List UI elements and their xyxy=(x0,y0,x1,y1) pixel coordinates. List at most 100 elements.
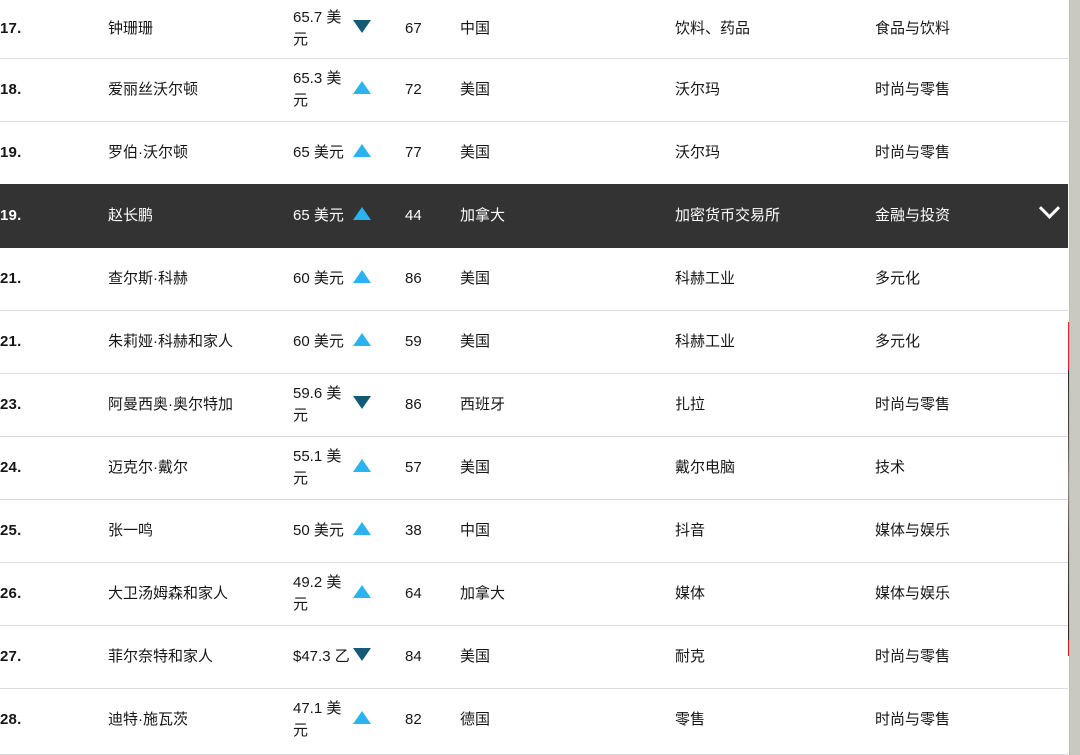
source-cell: 加密货币交易所 xyxy=(675,183,875,247)
table-row[interactable]: 24. 迈克尔·戴尔 55.1 美元 57 美国 戴尔电脑 技术 xyxy=(0,435,1068,499)
table-row[interactable]: 23. 阿曼西奥·奥尔特加 59.6 美元 86 西班牙 扎拉 时尚与零售 xyxy=(0,372,1068,436)
chevron-down-icon[interactable] xyxy=(1038,197,1060,219)
name-cell[interactable]: 爱丽丝沃尔顿 xyxy=(108,57,293,121)
age-cell: 57 xyxy=(405,435,460,499)
table-row[interactable]: 26. 大卫汤姆森和家人 49.2 美元 64 加拿大 媒体 媒体与娱乐 xyxy=(0,561,1068,625)
source-cell: 科赫工业 xyxy=(675,309,875,373)
industry-cell: 技术 xyxy=(875,435,1030,499)
name-cell[interactable]: 罗伯·沃尔顿 xyxy=(108,120,293,184)
change-indicator-cell xyxy=(353,309,405,373)
age-cell: 86 xyxy=(405,372,460,436)
source-cell: 沃尔玛 xyxy=(675,57,875,121)
source-cell: 扎拉 xyxy=(675,372,875,436)
table-row[interactable]: 21. 查尔斯·科赫 60 美元 86 美国 科赫工业 多元化 xyxy=(0,246,1068,310)
change-indicator-cell xyxy=(353,687,405,751)
expand-cell[interactable] xyxy=(1030,183,1068,247)
age-cell: 44 xyxy=(405,183,460,247)
expand-cell xyxy=(1030,246,1068,310)
source-cell: 戴尔电脑 xyxy=(675,435,875,499)
arrow-up-icon xyxy=(353,269,371,283)
country-cell: 美国 xyxy=(460,246,675,310)
rank-cell: 26. xyxy=(0,561,108,625)
arrow-down-icon xyxy=(353,395,371,409)
name-cell[interactable]: 赵长鹏 xyxy=(108,183,293,247)
table-row[interactable]: 28. 迪特·施瓦茨 47.1 美元 82 德国 零售 时尚与零售 xyxy=(0,687,1068,751)
industry-cell: 时尚与零售 xyxy=(875,687,1030,751)
table-row[interactable]: 18. 爱丽丝沃尔顿 65.3 美元 72 美国 沃尔玛 时尚与零售 xyxy=(0,57,1068,121)
expand-cell xyxy=(1030,624,1068,688)
industry-cell: 时尚与零售 xyxy=(875,57,1030,121)
industry-cell: 多元化 xyxy=(875,246,1030,310)
vertical-scrollbar[interactable] xyxy=(1069,0,1080,755)
change-indicator-cell xyxy=(353,246,405,310)
change-indicator-cell xyxy=(353,183,405,247)
industry-cell: 媒体与娱乐 xyxy=(875,561,1030,625)
rank-cell: 17. xyxy=(0,19,22,37)
age-cell: 59 xyxy=(405,309,460,373)
arrow-down-icon xyxy=(353,19,371,33)
change-indicator-cell xyxy=(353,372,405,436)
name-cell[interactable]: 大卫汤姆森和家人 xyxy=(108,561,293,625)
name-cell[interactable]: 阿曼西奥·奥尔特加 xyxy=(108,372,293,436)
age-cell: 77 xyxy=(405,120,460,184)
source-cell: 零售 xyxy=(675,687,875,751)
industry-cell: 时尚与零售 xyxy=(875,624,1030,688)
rank-cell: 19. xyxy=(0,120,108,184)
country-cell: 中国 xyxy=(460,19,491,37)
age-cell: 38 xyxy=(405,498,460,562)
table-row[interactable]: 27. 菲尔奈特和家人 $47.3 乙 84 美国 耐克 时尚与零售 xyxy=(0,624,1068,688)
arrow-up-icon xyxy=(353,584,371,598)
name-cell[interactable]: 钟珊珊 xyxy=(108,19,154,37)
expand-cell xyxy=(1030,561,1068,625)
name-cell[interactable]: 菲尔奈特和家人 xyxy=(108,624,293,688)
source-cell: 抖音 xyxy=(675,498,875,562)
country-cell: 西班牙 xyxy=(460,372,675,436)
wealth-cell: 55.1 美元 xyxy=(293,435,353,499)
table-row[interactable]: 17. 钟珊珊 65.7 美元 67 中国 饮料、药品 食品与饮料 xyxy=(0,0,1068,58)
table-row[interactable]: 19. 罗伯·沃尔顿 65 美元 77 美国 沃尔玛 时尚与零售 xyxy=(0,120,1068,184)
name-cell[interactable]: 朱莉娅·科赫和家人 xyxy=(108,309,293,373)
expand-cell xyxy=(1030,120,1068,184)
expand-cell xyxy=(1030,498,1068,562)
source-cell: 耐克 xyxy=(675,624,875,688)
wealth-cell: 65 美元 xyxy=(293,120,353,184)
age-cell: 86 xyxy=(405,246,460,310)
arrow-down-icon xyxy=(353,647,371,661)
country-cell: 美国 xyxy=(460,57,675,121)
name-cell[interactable]: 迪特·施瓦茨 xyxy=(108,687,293,751)
wealth-cell: $47.3 乙 xyxy=(293,624,353,688)
wealth-cell: 65.7 美元 xyxy=(293,9,342,48)
rank-cell: 19. xyxy=(0,183,108,247)
country-cell: 中国 xyxy=(460,498,675,562)
rank-cell: 24. xyxy=(0,435,108,499)
wealth-cell: 65.3 美元 xyxy=(293,57,353,121)
rank-cell: 28. xyxy=(0,687,108,751)
age-cell: 72 xyxy=(405,57,460,121)
wealth-cell: 49.2 美元 xyxy=(293,561,353,625)
country-cell: 美国 xyxy=(460,435,675,499)
wealth-cell: 60 美元 xyxy=(293,309,353,373)
name-cell[interactable]: 迈克尔·戴尔 xyxy=(108,435,293,499)
arrow-up-icon xyxy=(353,458,371,472)
arrow-up-icon xyxy=(353,206,371,220)
industry-cell: 金融与投资 xyxy=(875,183,1030,247)
name-cell[interactable]: 查尔斯·科赫 xyxy=(108,246,293,310)
country-cell: 加拿大 xyxy=(460,183,675,247)
change-indicator-cell xyxy=(353,120,405,184)
table-row[interactable]: 25. 张一鸣 50 美元 38 中国 抖音 媒体与娱乐 xyxy=(0,498,1068,562)
source-cell: 科赫工业 xyxy=(675,246,875,310)
source-cell: 饮料、药品 xyxy=(675,19,751,37)
industry-cell: 时尚与零售 xyxy=(875,120,1030,184)
name-cell[interactable]: 张一鸣 xyxy=(108,498,293,562)
age-cell: 64 xyxy=(405,561,460,625)
table-row[interactable]: 21. 朱莉娅·科赫和家人 60 美元 59 美国 科赫工业 多元化 xyxy=(0,309,1068,373)
source-cell: 沃尔玛 xyxy=(675,120,875,184)
scrollbar-thumb[interactable] xyxy=(1070,0,1080,755)
table-row[interactable]: 19. 赵长鹏 65 美元 44 加拿大 加密货币交易所 金融与投资 xyxy=(0,183,1068,247)
rank-cell: 27. xyxy=(0,624,108,688)
change-indicator-cell xyxy=(353,561,405,625)
rank-cell: 18. xyxy=(0,57,108,121)
